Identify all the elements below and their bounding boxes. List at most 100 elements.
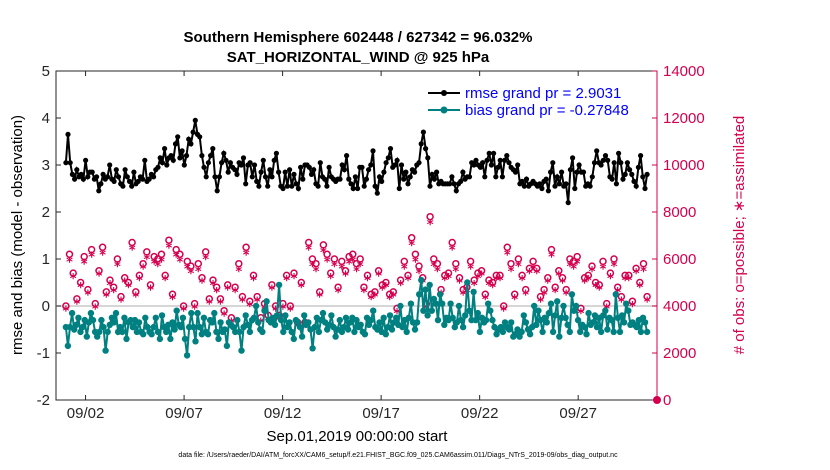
obs-possible-point [584, 271, 593, 280]
rmse-point [168, 153, 174, 159]
rmse-point [412, 169, 418, 175]
obs-possible-point [551, 283, 559, 291]
obs-assimilated-point: * [77, 281, 84, 296]
rmse-point [405, 181, 411, 187]
bias-point [290, 335, 297, 343]
bias-point [422, 286, 429, 293]
rmse-point [276, 169, 282, 175]
rmse-point [368, 162, 374, 168]
bias-point [474, 309, 481, 317]
obs-assimilated-point: * [250, 274, 257, 289]
obs-assimilated-point: * [70, 272, 77, 287]
obs-assimilated-point: * [416, 267, 423, 282]
rmse-point [453, 188, 459, 194]
bias-point [229, 323, 237, 331]
obs-assimilated-point: * [132, 291, 139, 306]
obs-assimilated-point: * [313, 265, 320, 280]
obs-possible-point [113, 255, 122, 263]
obs-possible-point [613, 283, 622, 291]
rmse-point [352, 174, 358, 180]
rmse-point [172, 141, 179, 147]
obs-assimilated-point: * [375, 269, 382, 284]
bias-point [79, 323, 86, 331]
rmse-point [644, 171, 650, 177]
obs-assimilated-point: * [430, 260, 437, 275]
rmse-point [267, 167, 273, 173]
obs-assimilated-point: * [125, 281, 132, 296]
bias-point [319, 309, 327, 317]
bias-point [236, 328, 243, 336]
obs-possible-point [65, 250, 74, 259]
obs-possible-point [525, 264, 534, 273]
rmse-point [629, 171, 635, 177]
rmse-point [493, 174, 499, 180]
obs-possible-point [249, 271, 258, 280]
bias-point [309, 345, 316, 352]
bias-point [89, 316, 97, 324]
obs-assimilated-point: * [283, 274, 290, 289]
obs-assimilated-point: * [213, 286, 220, 301]
rmse-point [100, 171, 106, 177]
obs-assimilated-point: * [180, 305, 187, 320]
rmse-point [85, 174, 91, 180]
bias-point [200, 314, 208, 321]
rmse-point [499, 174, 505, 180]
obs-possible-point [297, 278, 306, 287]
bias-point [311, 323, 318, 331]
rmse-point [572, 185, 578, 192]
rmse-point [262, 174, 269, 180]
rmse-point [131, 169, 137, 175]
bias-point [234, 316, 241, 324]
obs-assimilated-point: * [96, 269, 103, 284]
bias-point [112, 309, 120, 317]
obs-assimilated-point: * [408, 239, 415, 254]
bias-point [499, 328, 507, 336]
obs-possible-point [190, 299, 199, 308]
rmse-point [392, 162, 398, 168]
rmse-point [631, 178, 637, 184]
obs-assimilated-point: * [581, 277, 588, 292]
obs-assimilated-point: * [541, 288, 548, 303]
bias-point [543, 319, 550, 326]
rmse-point [361, 183, 367, 189]
bias-point [68, 309, 76, 317]
bias-point [436, 291, 444, 298]
obs-assimilated-point: * [143, 253, 150, 268]
x-tick-label: 09/17 [362, 405, 400, 422]
rmse-point [337, 176, 343, 182]
obs-assimilated-point: * [349, 255, 356, 270]
obs-assimilated-point: * [394, 307, 401, 322]
obs-assimilated-point: * [640, 265, 647, 280]
rmse-point [396, 185, 402, 192]
bias-point [581, 323, 588, 331]
obs-assimilated-point: * [629, 300, 636, 315]
rmse-point [157, 155, 163, 161]
bias-point [439, 300, 446, 307]
rmse-point [449, 174, 455, 180]
bias-point [338, 328, 346, 336]
rmse-point [107, 162, 113, 168]
rmse-point [181, 162, 187, 168]
bias-point [604, 326, 611, 333]
bias-point [273, 312, 281, 319]
obs-assimilated-point: * [607, 272, 614, 287]
obs-possible-point [253, 292, 261, 301]
rmse-point [219, 160, 225, 166]
bias-point [179, 314, 187, 321]
bias-point [393, 314, 400, 321]
obs-assimilated-point: * [633, 267, 640, 282]
obs-assimilated-point: * [515, 260, 522, 275]
rmse-point [346, 176, 352, 182]
rmse-point [186, 136, 192, 142]
rmse-point [287, 167, 293, 173]
obs-assimilated-point: * [618, 295, 625, 310]
rmse-point [570, 155, 576, 161]
obs-possible-point [304, 238, 313, 247]
rmse-point [488, 162, 494, 168]
obs-possible-point [106, 276, 114, 284]
obs-possible-point [396, 276, 405, 284]
bias-point [163, 328, 170, 336]
obs-possible-point [588, 262, 596, 270]
bias-point [77, 328, 84, 336]
obs-possible-point [632, 264, 640, 273]
